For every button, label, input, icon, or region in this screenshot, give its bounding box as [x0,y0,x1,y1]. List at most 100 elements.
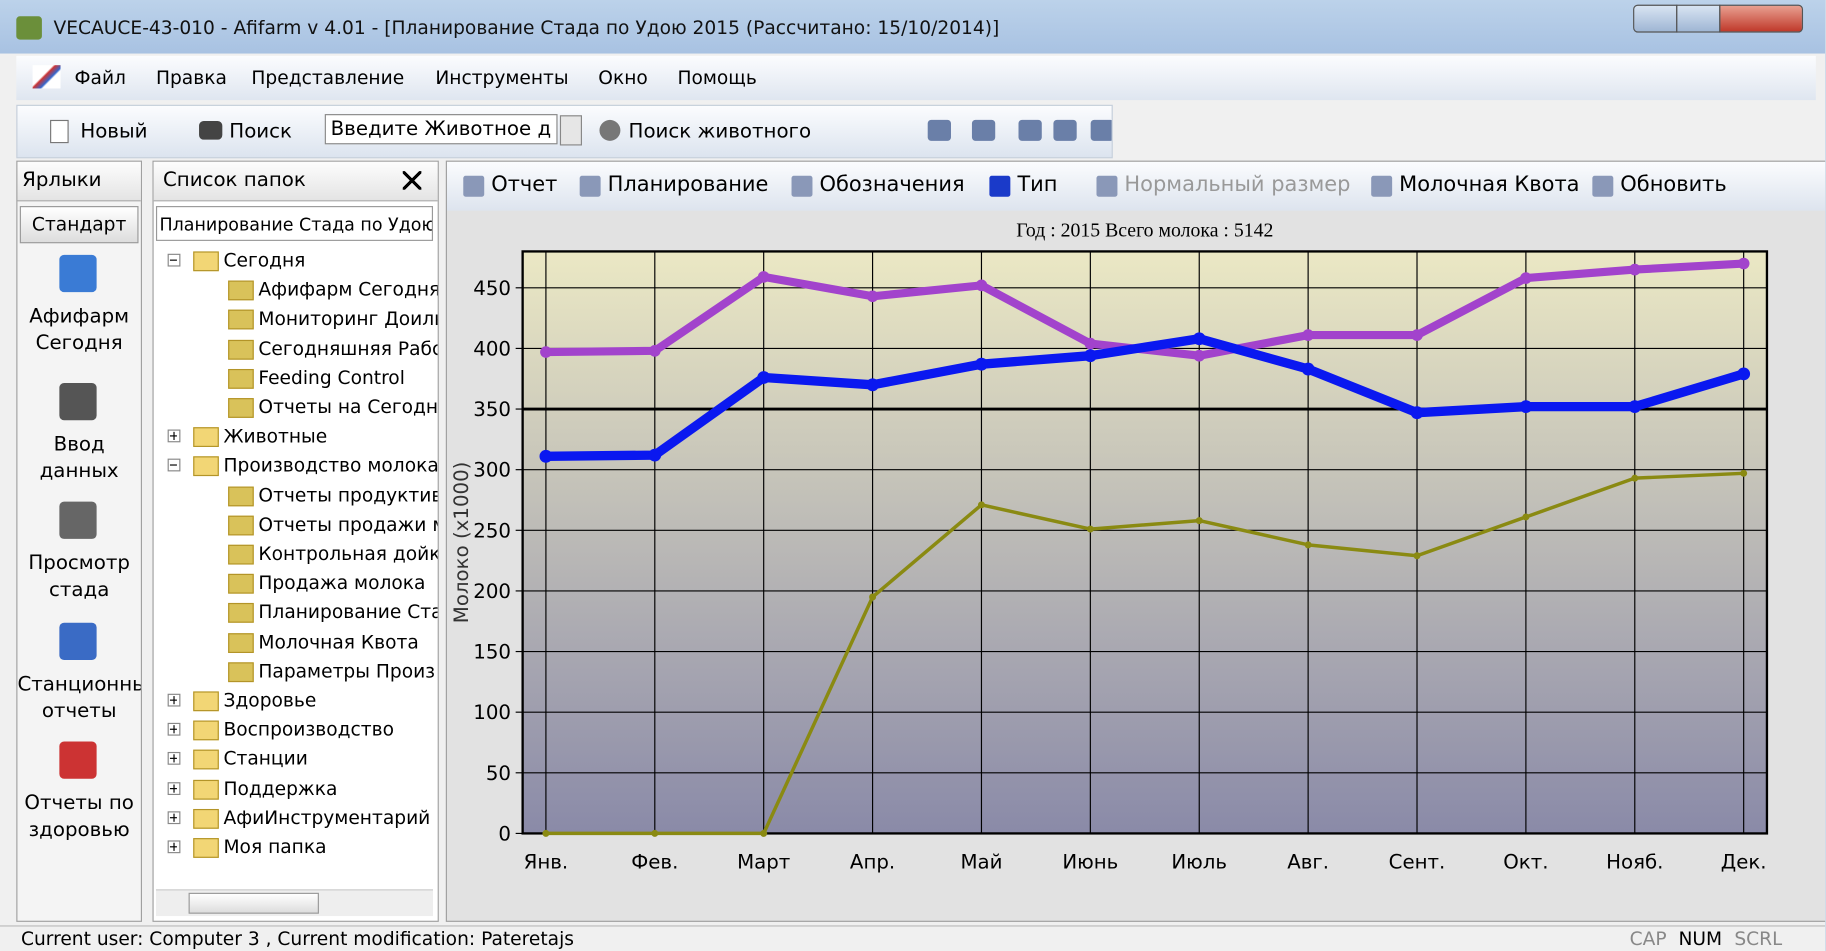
y-tick-label: 200 [473,580,511,603]
tree-expander-bar [173,754,175,763]
tree-item[interactable]: Сегодня [223,249,306,272]
shortcut-icon[interactable] [59,382,97,421]
chart-toolbar-button[interactable]: Нормальный размер [1124,172,1351,197]
tree-item[interactable]: Станции [223,747,308,770]
tree-item[interactable]: Здоровье [223,689,317,712]
shortcut-icon[interactable] [59,254,97,293]
toolbar-icon[interactable] [1096,175,1118,197]
chart-toolbar-button[interactable]: Обновить [1620,172,1727,197]
status-text: Current user: Computer 3 , Current modif… [20,927,574,950]
scroll-thumb[interactable] [188,892,319,914]
shortcut-label[interactable]: Отчеты по здоровью [24,791,134,842]
shortcut-icon[interactable] [59,501,97,539]
data-point [1520,272,1532,284]
toolbar-icon[interactable] [1371,175,1393,197]
shortcut-label[interactable]: Просмотр стада [28,551,130,602]
toolbar-icon[interactable] [579,175,601,197]
toolbar-icon[interactable] [1053,119,1077,141]
folder-path: Планирование Стада по Удою [155,206,434,241]
toolbar-icon[interactable] [971,119,996,141]
animal-search-icon [599,119,621,141]
tree-item[interactable]: Параметры Произ [258,659,436,682]
y-tick-label: 100 [473,701,511,724]
tree-item[interactable]: Поддержка [223,777,338,800]
x-tick-label: Фев. [631,850,678,873]
toolbar-icon[interactable] [1592,175,1614,197]
new-button[interactable]: Новый [80,119,148,144]
status-indicator: SCRL [1734,927,1783,950]
menu-item[interactable]: Файл [74,66,126,89]
toolbar-icon[interactable] [989,175,1011,197]
tree-item[interactable]: Отчеты продуктиві [258,483,438,506]
tree-item[interactable]: Отчеты продажи м [258,513,438,536]
menu-item[interactable]: Инструменты [435,66,569,89]
tree-item[interactable]: Feeding Control [258,366,405,389]
maximize-button[interactable] [1676,4,1721,33]
data-point [540,346,552,358]
tree-item[interactable]: Продажа молока [258,571,426,594]
search-button[interactable]: Поиск [229,119,293,144]
toolbar-icon[interactable] [927,119,951,141]
data-point [1195,517,1203,525]
shortcut-icon[interactable] [59,741,97,779]
data-point [977,501,985,509]
data-point [866,378,879,392]
tree-item-icon [228,603,254,624]
y-tick-label: 50 [486,762,511,785]
shortcut-icon[interactable] [59,622,97,660]
chart-toolbar-button[interactable]: Тип [1017,172,1058,197]
tree-item-icon [228,574,254,594]
minimize-button[interactable] [1633,4,1678,33]
menu-item[interactable]: Помощь [677,66,757,89]
data-point [1411,329,1423,341]
toolbar-icon[interactable] [1090,119,1112,141]
tree-item[interactable]: Воспроизводство [223,718,395,741]
group-button[interactable]: Стандарт [19,206,139,244]
dropdown-button[interactable] [559,115,582,146]
chart-toolbar-button[interactable]: Планирование [607,172,769,197]
animal-input[interactable]: Введите Животное д [324,114,558,145]
tree-item[interactable]: Отчеты на Сегодня [258,395,438,418]
chart-toolbar-button[interactable]: Молочная Квота [1399,172,1580,197]
tree-item[interactable]: Контрольная дойк [258,542,438,565]
toolbar-icon[interactable] [1018,119,1042,141]
tree-item[interactable]: Моя папка [223,835,327,858]
window-title: VECAUCE-43-010 - Afifarm v 4.01 - [Плани… [53,16,1000,39]
shortcut-label[interactable]: Афифарм Сегодня [29,304,130,356]
tree-item[interactable]: Животные [223,425,328,448]
tree-item[interactable]: Сегодняшняя Рабс [258,337,438,360]
data-point [1522,513,1530,521]
y-tick-label: 0 [498,822,511,845]
plot-area [521,250,1769,835]
tree-item[interactable]: Мониторинг Доиль [258,307,438,330]
tree-item[interactable]: Молочная Квота [258,630,419,653]
tree-expander-bar [173,813,175,822]
tree-item[interactable]: АфиИнструментарий [223,806,431,829]
folder-icon [193,691,219,712]
data-point [1086,525,1094,533]
animal-search-button[interactable]: Поиск животного [628,119,812,144]
close-icon[interactable] [402,171,422,190]
y-tick-label: 150 [473,641,511,664]
shortcut-label[interactable]: Станционнь отчеты [17,672,141,723]
tree-expander-bar [173,725,175,734]
toolbar-icon[interactable] [791,175,813,197]
menu-item[interactable]: Окно [598,66,648,89]
menu-item[interactable]: Представление [251,66,405,89]
chart-toolbar-button[interactable]: Обозначения [819,172,965,197]
x-tick-label: Нояб. [1606,850,1663,873]
close-button[interactable] [1719,4,1804,33]
toolbar-icon[interactable] [463,175,485,197]
menu-item[interactable]: Правка [155,66,227,89]
x-tick-label: Сент. [1389,850,1446,873]
data-point [539,449,553,463]
tree-item[interactable]: Производство молока [223,454,438,477]
folder-icon [193,808,219,829]
x-tick-label: Дек. [1721,850,1767,873]
tree-item[interactable]: Афифарм Сегодня [258,278,438,301]
shortcut-label[interactable]: Ввод данных [39,433,119,484]
tree-item[interactable]: Планирование Ста [258,601,438,624]
tree-expander-bar [173,696,175,705]
chart-toolbar-button[interactable]: Отчет [491,172,558,197]
